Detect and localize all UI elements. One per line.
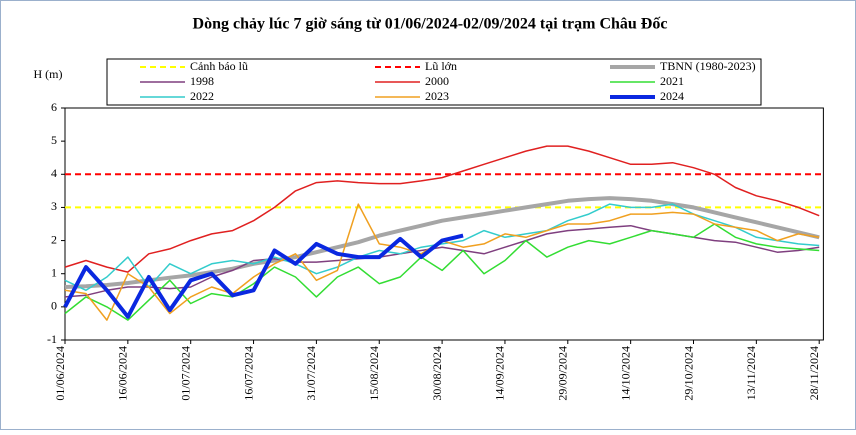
legend-label: Lũ lớn [425, 59, 457, 73]
legend-label: TBNN (1980-2023) [660, 59, 756, 73]
legend-label: 2024 [660, 89, 684, 103]
legend-label: 2000 [425, 74, 449, 88]
x-tick-label: 29/09/2024 [556, 346, 570, 401]
series-line [64, 196, 820, 289]
x-tick-label: 01/07/2024 [178, 346, 192, 401]
series-line [64, 145, 820, 273]
x-tick-label: 28/11/2024 [807, 346, 821, 400]
y-axis-label: H (m) [34, 67, 63, 81]
legend-label: 2023 [425, 89, 449, 103]
x-tick-label: 16/07/2024 [241, 346, 255, 401]
x-tick-label: 14/10/2024 [618, 346, 632, 401]
x-tick-label: 31/07/2024 [304, 346, 318, 401]
plot-area [64, 107, 824, 341]
x-tick-label: 14/09/2024 [493, 346, 507, 401]
legend-label: Cảnh báo lũ [190, 59, 248, 73]
x-tick-label: 29/10/2024 [681, 346, 695, 401]
y-tick-label: 5 [51, 133, 57, 147]
y-tick-label: 0 [51, 299, 57, 313]
y-tick-label: 3 [51, 199, 57, 213]
chart-title: Dòng chảy lúc 7 giờ sáng từ 01/06/2024-0… [193, 16, 668, 33]
x-tick-label: 15/08/2024 [367, 346, 381, 401]
legend-label: 1998 [190, 74, 214, 88]
y-tick-label: 6 [51, 100, 57, 114]
y-tick-label: 4 [51, 166, 57, 180]
x-tick-label: 16/06/2024 [116, 346, 130, 401]
legend-label: 2022 [190, 89, 214, 103]
y-tick-label: 1 [51, 265, 57, 279]
legend-label: 2021 [660, 74, 684, 88]
x-tick-label: 30/08/2024 [430, 346, 444, 401]
series-line [64, 223, 820, 321]
x-tick-label: 13/11/2024 [744, 346, 758, 400]
y-tick-label: -1 [47, 332, 57, 346]
y-tick-label: 2 [51, 232, 57, 246]
series-line [63, 233, 464, 319]
x-tick-label: 01/06/2024 [53, 346, 67, 401]
